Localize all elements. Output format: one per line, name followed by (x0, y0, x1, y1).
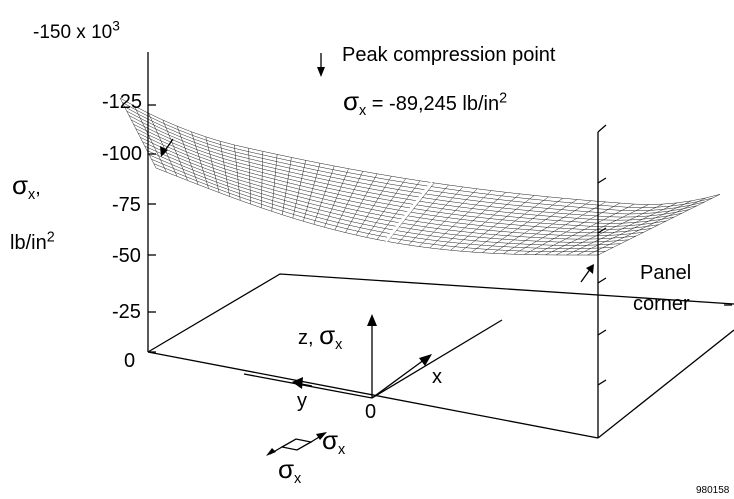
mesh-line-v (122, 102, 713, 208)
mesh-line-v (133, 124, 675, 224)
stress-arrowhead-left (266, 448, 276, 456)
panel-corner-label: Panel (640, 262, 692, 284)
peak-annotation-title: Peak compression point (342, 44, 556, 66)
corner-arrowhead (586, 264, 594, 274)
mesh-line-v (153, 163, 606, 253)
mesh-line-v (151, 159, 614, 249)
peak-annotation-value: σx = -89,245 lb/in2 (343, 86, 508, 119)
right-axis-top-tick (597, 124, 607, 133)
mesh-line-v (142, 141, 644, 237)
x-axis-arrow (371, 356, 429, 399)
base-front-edge (147, 351, 599, 439)
mesh-line-v (155, 167, 599, 256)
z-multiplier-label: -150 x 103 (33, 18, 120, 43)
x-axis-label: x (432, 366, 442, 388)
z-sigma-arrowhead (367, 314, 377, 326)
z-tick-label: -75 (112, 194, 141, 216)
z-tick-label: -25 (112, 301, 141, 323)
right-axis-tick (597, 177, 607, 184)
z-tick-label: -100 (102, 143, 143, 165)
x-axis-line (371, 319, 503, 399)
x-arrowhead (419, 354, 432, 366)
y-axis-label: y (297, 390, 307, 412)
mesh-line-v (137, 132, 660, 230)
mesh-line-v (135, 128, 667, 227)
z-sigma-axis-label: z, σx (298, 320, 343, 353)
axis-frame (147, 52, 734, 456)
mesh-line-v (140, 137, 652, 234)
mesh-line-v (124, 106, 705, 212)
y-arrowhead (292, 377, 303, 389)
mesh-line-v (126, 110, 698, 215)
mesh-line-v (119, 97, 721, 205)
right-axis-tick (597, 379, 607, 386)
right-axis-tick (597, 227, 607, 234)
left-edge-arrowhead (160, 146, 168, 157)
z-axis-label: σx, (12, 170, 41, 203)
mesh-line-v (131, 119, 682, 221)
stress-element-square (280, 438, 313, 451)
mesh-line-v (149, 154, 621, 246)
mesh-line-v (128, 115, 690, 218)
stress-surface-mesh (119, 97, 721, 256)
annotation-arrows (160, 53, 594, 283)
panel-corner-label-line2: corner (633, 293, 690, 315)
base-back-edges (147, 273, 734, 353)
right-axis-tick (597, 277, 607, 284)
figure-id: 980158 (696, 485, 730, 496)
stress-arrowhead-right (316, 432, 327, 440)
right-axis-tick (597, 329, 607, 336)
stress-legend-label-right: σx (322, 425, 346, 458)
base-right-edge (597, 329, 734, 439)
mesh-line-v (144, 145, 637, 240)
z-axis-units: lb/in2 (10, 229, 55, 254)
stress-legend-label-left: σx (278, 454, 302, 487)
mesh-line-v (146, 150, 629, 243)
peak-arrowhead (317, 67, 325, 77)
z-tick-label: -50 (112, 245, 141, 267)
surface-split (384, 181, 434, 243)
z-tick-label: 0 (124, 350, 136, 372)
origin-label: 0 (365, 401, 377, 423)
y-axis-line (243, 373, 373, 399)
z-tick-label: -125 (102, 91, 143, 113)
